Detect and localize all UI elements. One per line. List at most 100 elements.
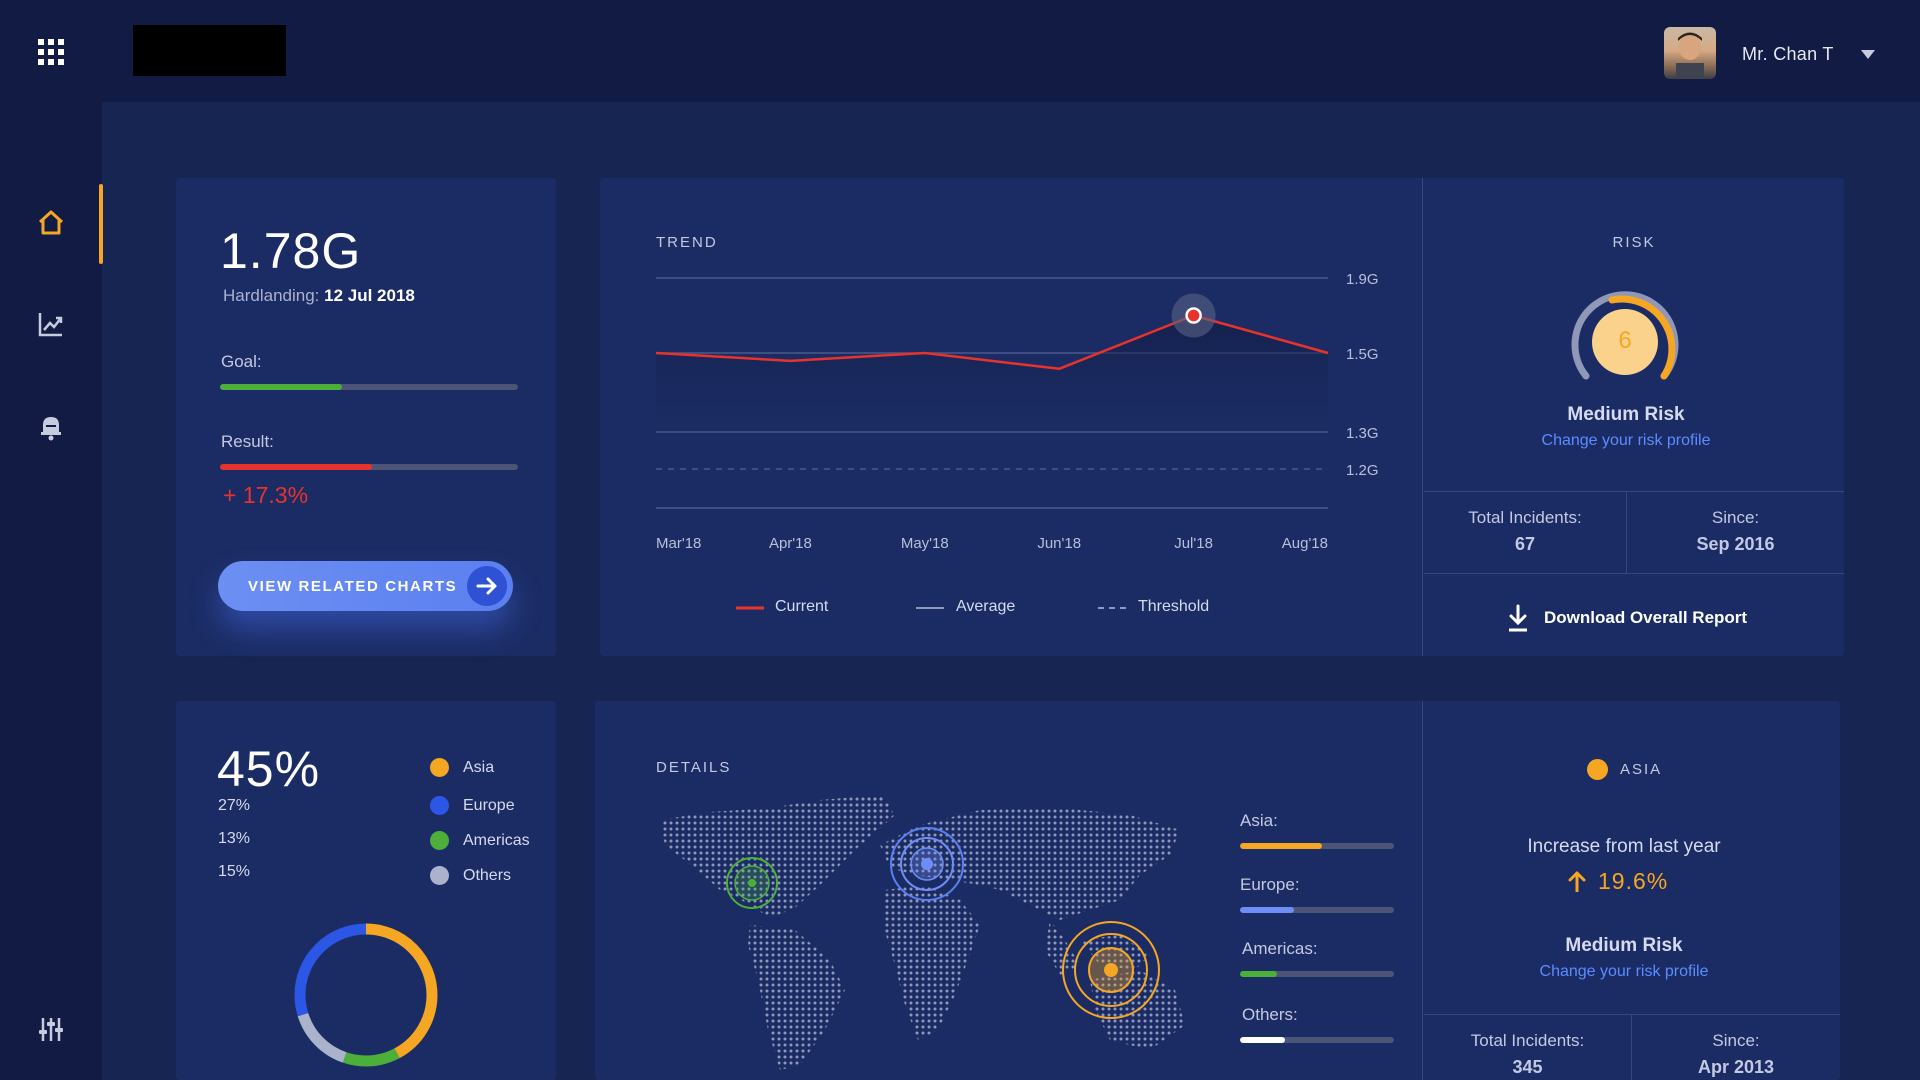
- result-progress-fill: [220, 464, 372, 470]
- download-icon: [1509, 604, 1527, 632]
- world-map: [660, 795, 1185, 1070]
- legend-dot-others: [430, 866, 449, 885]
- distribution-value: 15%: [218, 863, 251, 880]
- region-increase: 19.6%: [1564, 866, 1724, 896]
- current-series-line: [655, 314, 1329, 371]
- avatar[interactable]: [1664, 27, 1716, 79]
- legend-label: Others: [463, 867, 512, 884]
- legend-label: Europe: [463, 797, 515, 814]
- details-title: DETAILS: [656, 759, 732, 776]
- y-tick-label: 1.5G: [1346, 346, 1379, 363]
- detail-bar-fill: [1240, 1037, 1285, 1043]
- result-change: + 17.3%: [223, 482, 309, 508]
- trend-chart: 1.9G 1.5G 1.3G 1.2G Mar'18 Apr'18 May'18 Jun'18…: [655, 271, 1379, 552]
- home-icon[interactable]: [34, 206, 68, 240]
- chevron-down-icon[interactable]: [1861, 50, 1875, 59]
- distribution-donut: [294, 923, 438, 1067]
- legend-dot-asia: [430, 758, 449, 777]
- sidebar: [0, 102, 102, 1080]
- divider: [1424, 491, 1844, 492]
- detail-bar-label: Americas:: [1242, 939, 1318, 958]
- y-tick-label: 1.3G: [1346, 425, 1379, 442]
- distribution-headline: 45%: [217, 741, 321, 797]
- region-since-value: Apr 2013: [1697, 1057, 1775, 1077]
- legend-dot-americas: [430, 831, 449, 850]
- download-report-button[interactable]: Download Overall Report: [1506, 604, 1766, 634]
- region-risk-level: Medium Risk: [1565, 935, 1683, 956]
- highlight-point: [1185, 307, 1202, 324]
- divider: [1424, 573, 1844, 574]
- detail-bar-fill: [1240, 907, 1294, 913]
- detail-bar-label: Asia:: [1240, 811, 1278, 830]
- risk-since-value: Sep 2016: [1696, 534, 1775, 554]
- summary-value: 1.78G: [220, 223, 362, 279]
- risk-level: Medium Risk: [1567, 404, 1685, 425]
- divider: [1424, 1014, 1840, 1015]
- arrow-up-icon: [1568, 871, 1586, 892]
- region-dot: [1587, 759, 1608, 780]
- region-change-risk-profile-link[interactable]: Change your risk profile: [1539, 963, 1709, 980]
- legend-label: Asia: [463, 759, 495, 776]
- risk-score: 6: [1618, 327, 1632, 354]
- legend-label: Americas: [463, 832, 530, 849]
- y-tick-label: 1.2G: [1346, 462, 1379, 479]
- user-name[interactable]: Mr. Chan T: [1742, 44, 1834, 64]
- hardlanding-info: Hardlanding: 12 Jul 2018: [223, 286, 415, 306]
- download-label: Download Overall Report: [1544, 608, 1748, 627]
- americas-hotspot: [726, 857, 778, 909]
- risk-since-label: Since:: [1711, 508, 1760, 527]
- divider: [1422, 701, 1423, 1080]
- x-tick-label: Jun'18: [1037, 535, 1081, 552]
- x-tick-label: May'18: [901, 535, 949, 552]
- detail-bar-fill: [1240, 843, 1322, 849]
- goal-progress-bar: [220, 384, 518, 390]
- risk-title: RISK: [1612, 234, 1656, 251]
- apps-grid-icon[interactable]: [38, 39, 64, 65]
- trend-title: TREND: [656, 234, 718, 251]
- detail-bar-europe: [1240, 907, 1394, 913]
- legend-dot-europe: [430, 796, 449, 815]
- legend-average-swatch: [916, 607, 944, 609]
- y-tick-label: 1.9G: [1346, 271, 1379, 288]
- region-since-label: Since:: [1712, 1031, 1760, 1050]
- detail-bar-others: [1240, 1037, 1394, 1043]
- risk-incidents-label: Total Incidents:: [1468, 508, 1582, 527]
- result-label: Result:: [221, 432, 274, 451]
- asia-hotspot: [1062, 921, 1160, 1019]
- europe-hotspot: [890, 827, 964, 901]
- distribution-value: 13%: [218, 830, 251, 847]
- goal-progress-fill: [220, 384, 343, 390]
- detail-bar-americas: [1240, 971, 1394, 977]
- view-related-charts-button[interactable]: VIEW RELATED CHARTS: [218, 561, 513, 611]
- legend-average-label: Average: [956, 598, 1016, 615]
- x-tick-label: Jul'18: [1174, 535, 1213, 552]
- divider: [1631, 1014, 1632, 1080]
- legend-current-label: Current: [775, 598, 829, 615]
- region-incidents-label: Total Incidents:: [1470, 1031, 1585, 1050]
- change-risk-profile-link[interactable]: Change your risk profile: [1541, 432, 1711, 449]
- arrow-right-icon: [467, 566, 507, 606]
- x-tick-label: Aug'18: [1282, 535, 1328, 552]
- legend-threshold-label: Threshold: [1138, 598, 1210, 615]
- region-increase-label: Increase from last year: [1527, 836, 1721, 857]
- settings-sliders-icon[interactable]: [34, 1012, 68, 1046]
- top-bar: [0, 0, 1920, 102]
- distribution-card: [176, 701, 556, 1080]
- logo: [133, 25, 286, 76]
- divider: [1626, 491, 1627, 573]
- detail-bar-fill: [1240, 971, 1277, 977]
- divider: [1422, 178, 1423, 656]
- risk-gauge: [1571, 291, 1679, 380]
- detail-bar-asia: [1240, 843, 1394, 849]
- active-nav-indicator: [99, 184, 103, 264]
- goal-label: Goal:: [221, 352, 262, 371]
- result-progress-bar: [220, 464, 518, 470]
- x-tick-label: Mar'18: [656, 535, 701, 552]
- detail-bar-label: Others:: [1242, 1005, 1298, 1024]
- x-tick-label: Apr'18: [769, 535, 812, 552]
- bell-icon[interactable]: [34, 409, 68, 443]
- legend-threshold-swatch: [1098, 607, 1128, 609]
- chart-icon[interactable]: [34, 307, 68, 341]
- region-name: ASIA: [1620, 761, 1663, 778]
- detail-bar-label: Europe:: [1240, 875, 1300, 894]
